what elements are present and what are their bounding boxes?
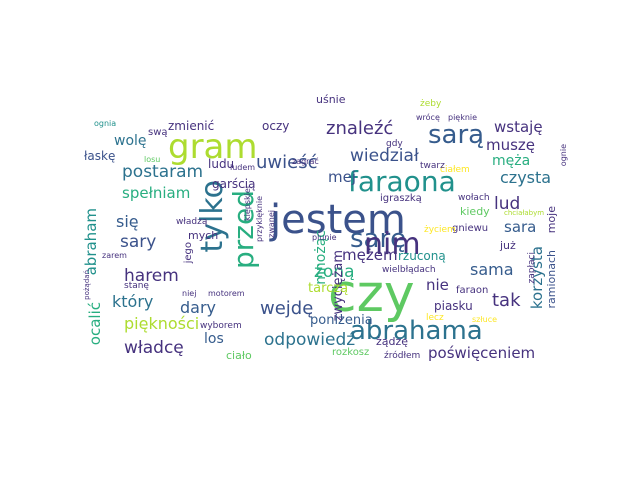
word-gdy: gdy [386,139,403,149]
word-znalezc: znaleźć [326,118,394,139]
word-gram: gram [168,127,258,167]
word-mezem: mężem [342,246,398,264]
word-twarz: twarz [420,161,445,171]
word-dary: dary [180,298,217,317]
word-sama: sama [470,260,514,279]
word-wladce: władcę [124,338,184,358]
word-sary: sary [120,232,157,252]
word-stane: stanę [124,281,149,291]
word-nie: nie [426,276,449,294]
word-nim-display: nim [364,227,421,262]
word-faraona: faraona [348,165,456,198]
word-szluce: szłuce [472,315,498,324]
word-jego: jego [183,242,194,264]
word-pozadan: pożądań [83,270,91,300]
word-oczy: oczy [262,119,290,133]
word-abrahama: abrahama [350,316,483,346]
word-spelniam: spełniam [122,184,191,202]
word-wielbladach: wielbłądach [382,265,436,275]
word-kiedy: kiedy [460,205,490,218]
word-tak: tak [492,290,521,311]
word-wstaje: wstaję [494,118,543,136]
word-wladza: władzą [176,217,208,227]
word-poswieceniem: poświęceniem [428,344,536,362]
word-losu: losu [144,155,161,164]
word-mej: mej [328,168,357,186]
word-zrodlem: źródłem [384,351,421,361]
word-pieknosci: piękności [124,314,200,333]
word-piasku: piasku [434,299,473,313]
word-jestem: jestem [270,197,406,243]
word-abraham: abraham [82,208,100,276]
word-rzucona: rzuconą [398,249,446,263]
word-odpowiedz: odpowiedź [264,330,356,350]
word-plunie: plunie [312,233,337,242]
word-wiedzial: wiedział [350,146,419,166]
word-kiepskiej: kiepskiej [243,186,252,222]
word-zaplaci: zapłaci [527,252,537,284]
word-zarem: zarem [102,251,127,260]
word-faraon: faraon [456,285,489,296]
word-cialem: ciałem [440,165,470,175]
word-musze: muszę [486,136,536,154]
word-motorem: motorem [208,289,245,298]
word-meza: męża [492,153,531,169]
word-czysta: czysta [500,168,552,187]
word-wolach: wołach [458,193,490,203]
word-ramionach: ramionach [545,250,558,309]
word-ocalic: ocalić [86,302,104,346]
word-zmienic: zmienić [168,119,215,133]
word-chcialabym: chciałabym [504,209,545,217]
word-pieknie: pięknie [448,113,478,122]
word-wole: wolę [114,133,147,149]
word-lud: lud [494,194,521,214]
word-przyklęknie: przyklęknie [255,196,264,242]
word-mych: mych [188,229,219,242]
word-zadze: żądzę [376,335,409,348]
word-cialo: ciało [226,349,252,362]
word-swa: swą [148,127,168,138]
word-los: los [204,331,224,347]
word-garscia: garścią [212,177,256,191]
word-lecz: lecz [426,313,444,323]
word-niej: niej [182,289,197,298]
word-zyciem: życiem [424,225,456,235]
word-igraszka: igraszką [380,193,422,204]
word-ludem: ludem [230,163,256,172]
word-sara: sara [504,218,537,236]
word-zeby: żeby [420,99,442,109]
word-ognia: ognia [94,119,117,128]
word-laske: łaskę [84,149,116,163]
word-czy: czy [328,264,415,324]
word-zagrac: zagrać [292,157,319,166]
word-ktory: który [112,292,154,311]
word-wejde: wejdę [260,298,314,319]
word-tarcza: tarczą [308,281,349,296]
word-ponizenia: poniżenia [310,313,373,328]
word-sare: sarę [350,224,407,254]
word-sie: się [116,212,139,231]
word-ognie: ognie [559,144,568,167]
word-sara-top: sarą [428,120,485,150]
word-rozkosz: rozkosz [332,347,370,358]
word-moje: moje [545,206,558,234]
word-usnie: uśnie [316,93,346,106]
word-postaram: postaram [122,162,204,182]
word-gniewu: gniewu [452,223,489,234]
word-harem: harem [124,266,179,286]
word-wroce: wrócę [416,113,440,122]
word-zona: żoną [314,262,355,282]
word-wyborem: wyborem [200,321,242,331]
word-juz: już [500,239,516,252]
word-uwiesc: uwieść [256,152,318,173]
word-zwanej: zwanej [267,210,276,238]
word-ludu: ludu [208,157,235,171]
word-cloud: czy jestem gram faraona sarę przed nim p… [80,94,568,370]
